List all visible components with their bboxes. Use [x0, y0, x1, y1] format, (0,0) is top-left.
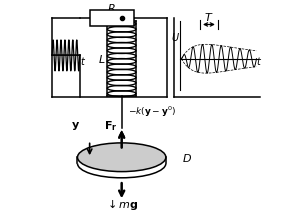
Text: $\mathbf{y}$: $\mathbf{y}$	[71, 120, 80, 132]
Text: $R$: $R$	[107, 2, 116, 14]
Text: $t$: $t$	[80, 55, 86, 67]
Text: $-k(\mathbf{y}-\mathbf{y}^0)$: $-k(\mathbf{y}-\mathbf{y}^0)$	[128, 105, 176, 119]
Ellipse shape	[78, 143, 166, 172]
Text: $\mathbf{F_r}$: $\mathbf{F_r}$	[104, 119, 117, 133]
Text: $D$: $D$	[182, 152, 192, 164]
Text: $U$: $U$	[171, 31, 180, 43]
Text: $\downarrow m\mathbf{g}$: $\downarrow m\mathbf{g}$	[105, 197, 138, 212]
Text: $T$: $T$	[204, 11, 214, 23]
Text: $t$: $t$	[256, 55, 262, 67]
FancyBboxPatch shape	[90, 10, 134, 26]
Text: $L$: $L$	[98, 53, 105, 65]
